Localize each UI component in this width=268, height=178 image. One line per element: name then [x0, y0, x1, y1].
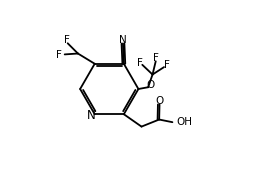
Text: N: N — [87, 109, 95, 122]
Text: F: F — [56, 50, 61, 60]
Text: O: O — [155, 96, 164, 106]
Text: N: N — [119, 35, 127, 45]
Text: F: F — [164, 60, 170, 70]
Text: OH: OH — [177, 117, 193, 127]
Text: O: O — [146, 80, 155, 90]
Text: F: F — [137, 58, 143, 68]
Text: F: F — [153, 53, 159, 63]
Text: F: F — [64, 35, 70, 45]
